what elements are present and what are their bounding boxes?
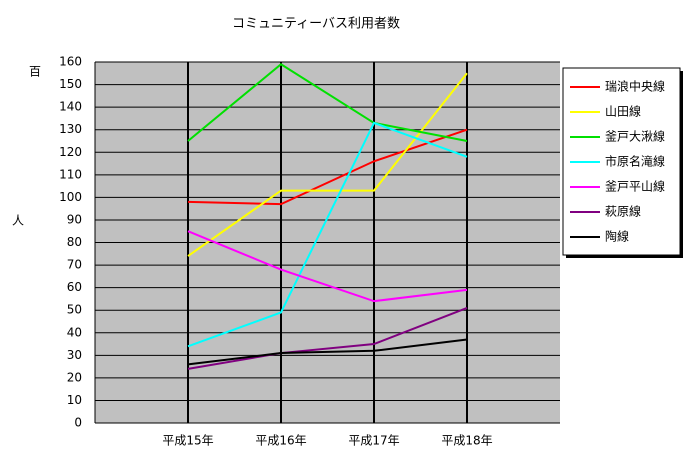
y-tick-label: 30 (67, 348, 82, 362)
y-tick-label: 120 (59, 145, 82, 159)
y-tick-label: 160 (59, 55, 82, 69)
x-tick-label: 平成18年 (441, 434, 492, 448)
series-line (187, 306, 468, 370)
x-tick-label: 平成16年 (255, 434, 306, 448)
series-line (187, 128, 468, 206)
y-axis-label: 人 (12, 214, 24, 228)
legend-label: 市原名滝線 (605, 154, 665, 169)
y-tick-label: 90 (67, 212, 82, 226)
chart-title: コミュニティーバス利用者数 (232, 17, 400, 32)
series-line (187, 338, 468, 366)
legend-label: 釜戸大湫線 (605, 129, 665, 144)
y-tick-label: 50 (67, 303, 82, 317)
legend-label: 萩原線 (605, 204, 641, 219)
y-tick-label: 100 (59, 190, 82, 204)
legend-label: 山田線 (605, 104, 641, 119)
series-line (187, 230, 468, 303)
y-tick-label: 130 (59, 122, 82, 136)
y-tick-label: 10 (67, 393, 82, 407)
legend-label: 瑞浪中央線 (605, 79, 665, 94)
series-line (187, 121, 468, 348)
series-line (187, 63, 468, 142)
y-tick-label: 0 (74, 416, 82, 430)
x-tick-label: 平成17年 (348, 434, 399, 448)
legend-label: 陶線 (605, 229, 629, 244)
y-tick-label: 40 (67, 325, 82, 339)
y-tick-label: 70 (67, 258, 82, 272)
x-tick-label: 平成15年 (162, 434, 213, 448)
y-tick-label: 80 (67, 235, 82, 249)
y-tick-label: 20 (67, 370, 82, 384)
legend-label: 釜戸平山線 (605, 179, 665, 194)
y-tick-label: 60 (67, 280, 82, 294)
y-tick-label: 110 (59, 167, 82, 181)
y-tick-label: 140 (59, 100, 82, 114)
y-tick-label: 150 (59, 77, 82, 91)
y-unit: 百 (29, 65, 41, 79)
